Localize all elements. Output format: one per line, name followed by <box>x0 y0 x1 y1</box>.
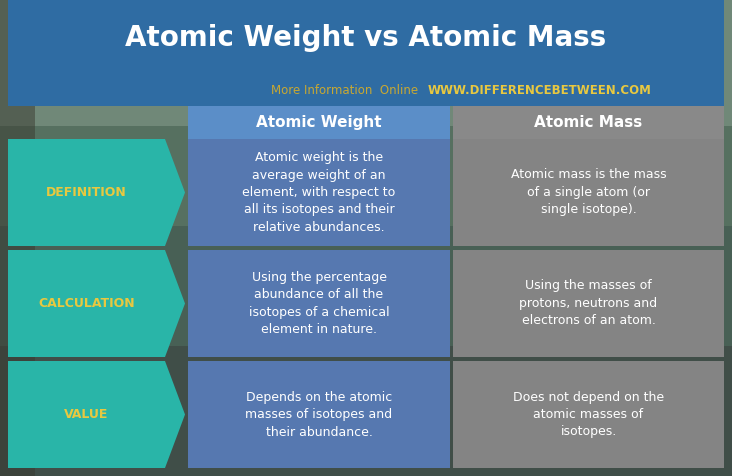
Text: WWW.DIFFERENCEBETWEEN.COM: WWW.DIFFERENCEBETWEEN.COM <box>428 85 652 98</box>
Text: DEFINITION: DEFINITION <box>46 186 127 199</box>
FancyBboxPatch shape <box>8 76 724 106</box>
Text: More Information  Online: More Information Online <box>272 85 426 98</box>
FancyBboxPatch shape <box>8 0 724 76</box>
Polygon shape <box>8 250 185 357</box>
Text: CALCULATION: CALCULATION <box>38 297 135 310</box>
Text: Using the masses of
protons, neutrons and
electrons of an atom.: Using the masses of protons, neutrons an… <box>520 279 657 327</box>
FancyBboxPatch shape <box>453 106 724 139</box>
FancyBboxPatch shape <box>0 126 732 226</box>
FancyBboxPatch shape <box>453 361 724 468</box>
FancyBboxPatch shape <box>0 0 732 126</box>
Text: VALUE: VALUE <box>64 408 108 421</box>
FancyBboxPatch shape <box>0 0 35 476</box>
FancyBboxPatch shape <box>188 139 450 246</box>
Text: Depends on the atomic
masses of isotopes and
their abundance.: Depends on the atomic masses of isotopes… <box>245 390 392 438</box>
Polygon shape <box>8 361 185 468</box>
FancyBboxPatch shape <box>453 250 724 357</box>
FancyBboxPatch shape <box>0 346 732 476</box>
Text: Atomic Weight vs Atomic Mass: Atomic Weight vs Atomic Mass <box>125 24 607 52</box>
Text: Using the percentage
abundance of all the
isotopes of a chemical
element in natu: Using the percentage abundance of all th… <box>249 271 389 336</box>
Text: Atomic Weight: Atomic Weight <box>256 115 382 130</box>
Polygon shape <box>8 139 185 246</box>
Text: Atomic weight is the
average weight of an
element, with respect to
all its isoto: Atomic weight is the average weight of a… <box>242 151 395 234</box>
FancyBboxPatch shape <box>188 250 450 357</box>
Text: Atomic Mass: Atomic Mass <box>534 115 643 130</box>
Text: Does not depend on the
atomic masses of
isotopes.: Does not depend on the atomic masses of … <box>513 390 664 438</box>
FancyBboxPatch shape <box>453 139 724 246</box>
FancyBboxPatch shape <box>188 361 450 468</box>
Text: Atomic mass is the mass
of a single atom (or
single isotope).: Atomic mass is the mass of a single atom… <box>511 169 666 217</box>
FancyBboxPatch shape <box>0 226 732 346</box>
FancyBboxPatch shape <box>188 106 450 139</box>
